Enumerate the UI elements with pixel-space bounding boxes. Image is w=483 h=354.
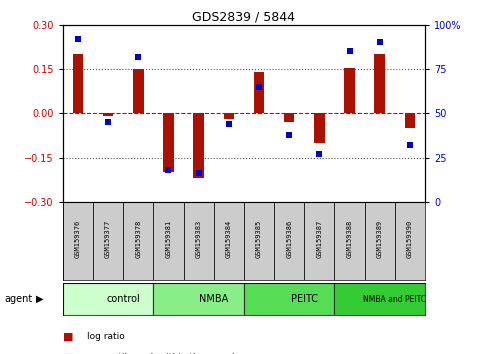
Text: control: control: [106, 294, 140, 304]
Bar: [103, 113, 114, 116]
Text: NMBA and PEITC: NMBA and PEITC: [363, 295, 426, 304]
Text: ▶: ▶: [36, 294, 44, 304]
Bar: [163, 113, 174, 172]
Bar: [365, 202, 395, 280]
Text: log ratio: log ratio: [87, 332, 125, 341]
Bar: [284, 113, 295, 122]
Bar: [63, 202, 93, 280]
Bar: [154, 202, 184, 280]
Text: GSM159383: GSM159383: [196, 220, 201, 258]
Text: ■: ■: [63, 353, 73, 354]
Bar: [395, 202, 425, 280]
Bar: [213, 202, 244, 280]
Text: GSM159386: GSM159386: [286, 220, 292, 258]
Text: agent: agent: [5, 294, 33, 304]
Bar: [133, 69, 143, 113]
Bar: [154, 283, 244, 315]
Text: GSM159384: GSM159384: [226, 220, 232, 258]
Text: GSM159378: GSM159378: [135, 220, 141, 258]
Text: GSM159390: GSM159390: [407, 220, 413, 258]
Bar: [254, 72, 264, 113]
Text: GSM159387: GSM159387: [316, 220, 322, 258]
Text: GSM159381: GSM159381: [166, 220, 171, 258]
Text: GSM159385: GSM159385: [256, 220, 262, 258]
Text: GSM159389: GSM159389: [377, 220, 383, 258]
Bar: [405, 113, 415, 128]
Bar: [72, 54, 83, 113]
Bar: [334, 202, 365, 280]
Bar: [244, 283, 334, 315]
Bar: [304, 202, 334, 280]
Bar: [244, 202, 274, 280]
Bar: [193, 113, 204, 178]
Bar: [224, 113, 234, 119]
Text: percentile rank within the sample: percentile rank within the sample: [87, 353, 240, 354]
Bar: [123, 202, 154, 280]
Title: GDS2839 / 5844: GDS2839 / 5844: [192, 11, 296, 24]
Bar: [374, 54, 385, 113]
Bar: [274, 202, 304, 280]
Text: NMBA: NMBA: [199, 294, 228, 304]
Bar: [63, 283, 154, 315]
Text: ■: ■: [63, 331, 73, 341]
Text: GSM159388: GSM159388: [347, 220, 353, 258]
Text: GSM159377: GSM159377: [105, 220, 111, 258]
Bar: [314, 113, 325, 143]
Bar: [93, 202, 123, 280]
Bar: [184, 202, 213, 280]
Bar: [344, 68, 355, 113]
Text: GSM159376: GSM159376: [75, 220, 81, 258]
Bar: [334, 283, 425, 315]
Text: PEITC: PEITC: [291, 294, 318, 304]
